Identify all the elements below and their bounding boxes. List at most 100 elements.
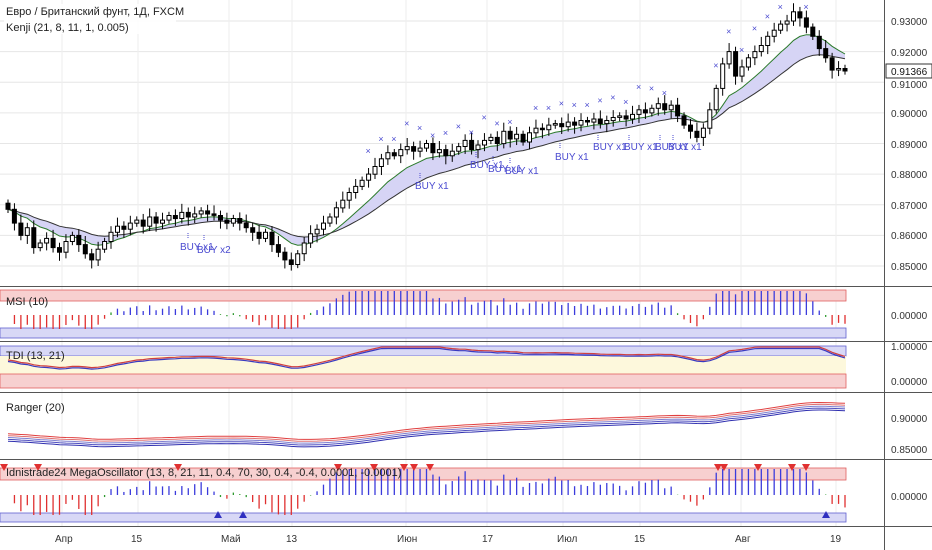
- candle[interactable]: [533, 127, 539, 134]
- candle[interactable]: [617, 115, 623, 118]
- candle[interactable]: [449, 150, 455, 157]
- candle[interactable]: [675, 104, 681, 117]
- candle[interactable]: [494, 136, 500, 144]
- candle[interactable]: [82, 244, 88, 255]
- candle[interactable]: [108, 231, 114, 243]
- candle[interactable]: [527, 132, 532, 143]
- candle[interactable]: [95, 248, 101, 261]
- candle[interactable]: [140, 219, 146, 227]
- msi-title[interactable]: MSI (10): [6, 296, 48, 308]
- candle[interactable]: [655, 103, 661, 109]
- candle[interactable]: [127, 222, 133, 230]
- candle[interactable]: [552, 123, 558, 126]
- candle[interactable]: [50, 237, 56, 249]
- candle[interactable]: [829, 57, 835, 71]
- candle[interactable]: [623, 115, 629, 120]
- candle[interactable]: [424, 143, 429, 149]
- candle[interactable]: [700, 127, 706, 138]
- candle[interactable]: [559, 123, 565, 128]
- candle[interactable]: [366, 173, 372, 181]
- candle[interactable]: [24, 227, 30, 236]
- candle[interactable]: [224, 219, 230, 224]
- candle[interactable]: [391, 152, 397, 157]
- candle[interactable]: [275, 244, 281, 253]
- candle[interactable]: [713, 87, 719, 111]
- candle[interactable]: [733, 51, 739, 77]
- candle[interactable]: [134, 219, 140, 224]
- candle[interactable]: [604, 120, 610, 125]
- candle[interactable]: [469, 139, 475, 151]
- candle[interactable]: [572, 121, 578, 126]
- candle[interactable]: [758, 45, 764, 53]
- candle[interactable]: [230, 218, 236, 224]
- candle[interactable]: [610, 117, 616, 122]
- candle[interactable]: [565, 121, 571, 128]
- candle[interactable]: [436, 149, 442, 154]
- candle[interactable]: [456, 146, 462, 152]
- candle[interactable]: [198, 210, 204, 215]
- candle[interactable]: [707, 109, 713, 129]
- candle[interactable]: [662, 103, 668, 111]
- candle[interactable]: [372, 166, 378, 175]
- candle[interactable]: [327, 216, 333, 224]
- candle[interactable]: [69, 234, 75, 242]
- candle[interactable]: [585, 120, 590, 123]
- candle[interactable]: [720, 63, 726, 89]
- candle[interactable]: [816, 35, 822, 50]
- candle[interactable]: [256, 231, 262, 239]
- candle[interactable]: [282, 251, 288, 261]
- candle[interactable]: [688, 124, 693, 132]
- candle[interactable]: [694, 130, 700, 138]
- candle[interactable]: [57, 247, 62, 253]
- candle[interactable]: [31, 227, 37, 249]
- candle[interactable]: [211, 213, 217, 216]
- candle[interactable]: [308, 233, 314, 244]
- candle[interactable]: [752, 51, 758, 59]
- candle[interactable]: [488, 136, 494, 141]
- candle[interactable]: [462, 139, 468, 147]
- candle[interactable]: [739, 66, 745, 77]
- candle[interactable]: [340, 199, 346, 209]
- candle[interactable]: [578, 120, 584, 126]
- candle[interactable]: [417, 147, 423, 152]
- candle[interactable]: [778, 23, 784, 31]
- ranger-title[interactable]: Ranger (20): [6, 402, 65, 414]
- candle[interactable]: [842, 68, 848, 72]
- candle[interactable]: [44, 237, 50, 244]
- candle[interactable]: [546, 124, 552, 131]
- candle[interactable]: [76, 234, 82, 246]
- candle[interactable]: [288, 259, 294, 265]
- candle[interactable]: [404, 146, 410, 151]
- candle[interactable]: [765, 35, 771, 46]
- price-candles[interactable]: [5, 3, 848, 271]
- candle[interactable]: [443, 149, 449, 157]
- candle[interactable]: [37, 242, 43, 249]
- candle[interactable]: [520, 133, 526, 143]
- candle[interactable]: [237, 218, 243, 224]
- candle[interactable]: [5, 202, 11, 210]
- candle[interactable]: [726, 51, 732, 65]
- candle[interactable]: [823, 48, 829, 59]
- candle[interactable]: [649, 107, 655, 114]
- candle[interactable]: [475, 144, 481, 151]
- candle[interactable]: [166, 215, 172, 221]
- mega-oscillator-title[interactable]: Idnistrade24 MegaOscillator (13, 8, 21, …: [6, 467, 401, 479]
- candle[interactable]: [218, 215, 223, 221]
- candle[interactable]: [11, 208, 17, 224]
- candle[interactable]: [269, 231, 275, 246]
- candle[interactable]: [243, 222, 249, 229]
- candle[interactable]: [836, 68, 842, 71]
- candle[interactable]: [784, 20, 790, 25]
- candle[interactable]: [263, 231, 268, 239]
- kenji-indicator-title[interactable]: Kenji (21, 8, 11, 1, 0.005): [6, 22, 129, 34]
- candle[interactable]: [115, 225, 120, 233]
- candle[interactable]: [539, 127, 545, 131]
- candle[interactable]: [411, 146, 417, 152]
- candle[interactable]: [333, 207, 339, 218]
- candle[interactable]: [121, 225, 127, 230]
- candle[interactable]: [771, 29, 777, 37]
- candle[interactable]: [668, 104, 674, 111]
- candle[interactable]: [514, 133, 520, 140]
- candle[interactable]: [630, 113, 635, 120]
- candle[interactable]: [153, 216, 159, 224]
